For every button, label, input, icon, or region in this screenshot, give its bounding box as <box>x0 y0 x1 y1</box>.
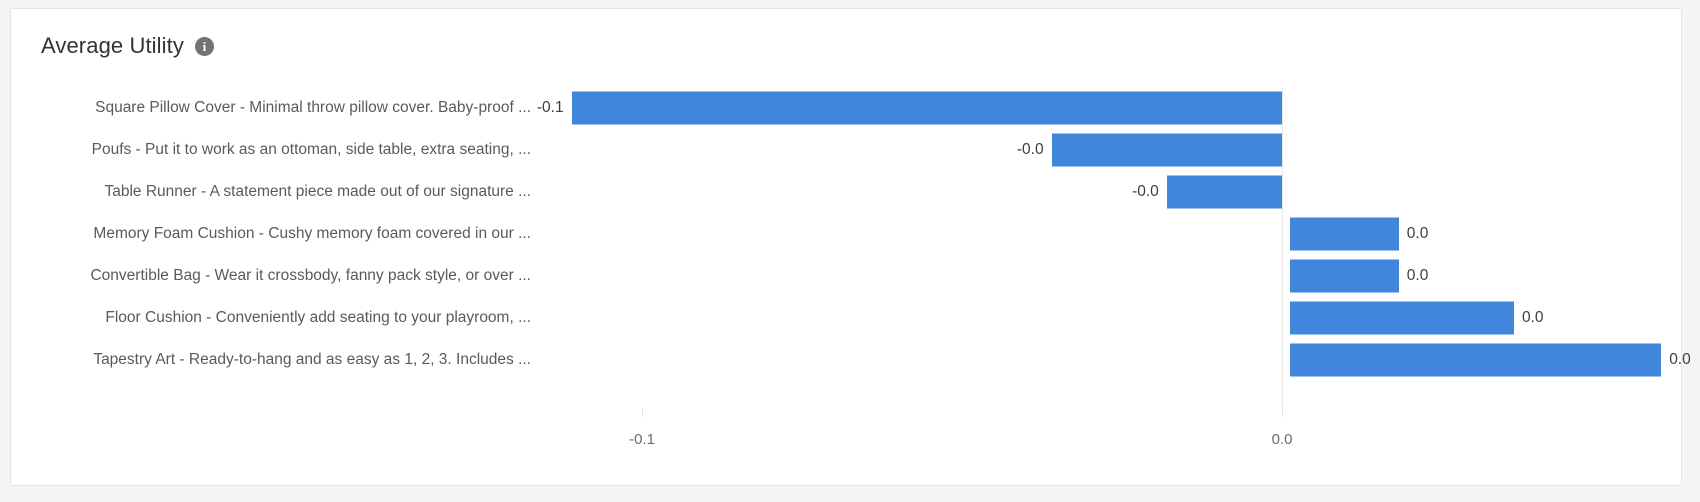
category-label: Table Runner - A statement piece made ou… <box>104 183 532 200</box>
info-icon[interactable]: i <box>194 36 214 56</box>
bar[interactable] <box>1290 343 1662 377</box>
average-utility-card: Average Utility i Square Pillow Cover - … <box>10 8 1691 486</box>
bar-row: Convertible Bag - Wear it crossbody, fan… <box>11 255 1681 297</box>
bar-track: 0.0 <box>11 297 1681 339</box>
bar-row: Table Runner - A statement piece made ou… <box>11 171 1681 213</box>
bar[interactable] <box>571 91 1282 125</box>
bar-value-label: 0.0 <box>1406 267 1429 284</box>
chart-plot-area: Square Pillow Cover - Minimal throw pill… <box>11 87 1691 477</box>
bar-track: 0.0 <box>11 213 1681 255</box>
page-title: Average Utility <box>41 33 184 58</box>
category-label: Square Pillow Cover - Minimal throw pill… <box>95 99 531 116</box>
info-icon-glyph: i <box>202 38 207 54</box>
bar-row: Memory Foam Cushion - Cushy memory foam … <box>11 213 1681 255</box>
bar-value-label: 0.0 <box>1406 225 1429 242</box>
bar-value-label: -0.0 <box>1132 183 1159 200</box>
category-label: Floor Cushion - Conveniently add seating… <box>105 309 531 326</box>
category-label: Tapestry Art - Ready-to-hang and as easy… <box>93 351 531 368</box>
bar[interactable] <box>1166 175 1282 209</box>
bar-row: Tapestry Art - Ready-to-hang and as easy… <box>11 339 1691 381</box>
bar-track: -0.0 <box>11 129 1681 171</box>
bar[interactable] <box>1051 133 1282 167</box>
bar-value-label: -0.1 <box>536 99 564 116</box>
bar[interactable] <box>1290 217 1399 251</box>
zero-baseline <box>1282 87 1283 409</box>
bar-row: Square Pillow Cover - Minimal throw pill… <box>11 87 1681 129</box>
bar-track: 0.0 <box>11 255 1681 297</box>
category-label: Poufs - Put it to work as an ottoman, si… <box>91 141 531 158</box>
bar-track: -0.0 <box>11 171 1681 213</box>
x-tick-label: -0.1 <box>629 431 655 448</box>
card-header: Average Utility i <box>41 33 214 59</box>
category-label: Memory Foam Cushion - Cushy memory foam … <box>93 225 531 242</box>
bar[interactable] <box>1290 259 1399 293</box>
category-label: Convertible Bag - Wear it crossbody, fan… <box>90 267 531 284</box>
bar-value-label: 0.0 <box>1669 351 1691 368</box>
x-axis: -0.1 0.0 <box>11 409 1681 469</box>
bar-row: Poufs - Put it to work as an ottoman, si… <box>11 129 1681 171</box>
bar-rows: Square Pillow Cover - Minimal throw pill… <box>11 87 1691 381</box>
x-tick-label: 0.0 <box>1271 431 1293 448</box>
bar-track: 0.0 <box>11 339 1691 381</box>
bar-track: -0.1 <box>11 87 1681 129</box>
bar[interactable] <box>1290 301 1514 335</box>
x-tick-mark <box>1282 409 1283 417</box>
bar-value-label: -0.0 <box>1016 141 1044 158</box>
bar-row: Floor Cushion - Conveniently add seating… <box>11 297 1681 339</box>
x-tick-mark <box>642 409 643 417</box>
bar-value-label: 0.0 <box>1522 309 1544 326</box>
